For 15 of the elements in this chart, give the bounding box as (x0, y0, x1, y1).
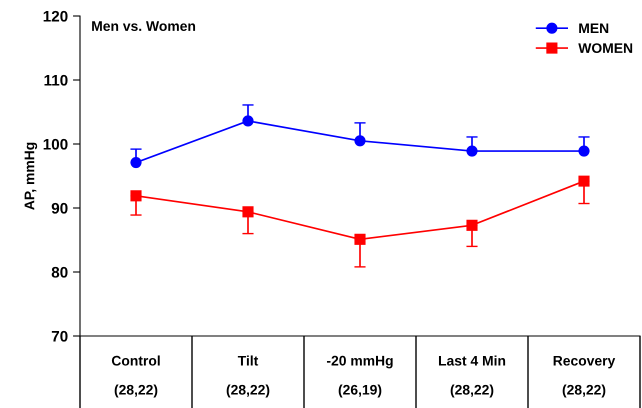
y-tick-label: 80 (52, 266, 68, 278)
legend-label: MEN (579, 23, 608, 34)
y-tick-label: 110 (44, 74, 68, 86)
category-label: Tilt (28,22) (226, 355, 270, 398)
category-label: Last 4 Min (28,22) (438, 355, 506, 398)
category-label: Control (28,22) (112, 355, 160, 398)
y-tick-label: 70 (52, 330, 68, 342)
legend-label: WOMEN (578, 43, 632, 54)
y-tick-label: 100 (44, 138, 68, 150)
y-tick-label: 120 (44, 10, 68, 22)
x-tick-label: Recovery (28,22) (554, 356, 616, 398)
y-tick-label: 90 (52, 202, 68, 214)
chart-title: Men vs. Women (92, 21, 196, 31)
x-tick-label: -20 mmHg (26,19) (326, 356, 393, 398)
y-axis-title: AP, mmHg (24, 142, 38, 210)
